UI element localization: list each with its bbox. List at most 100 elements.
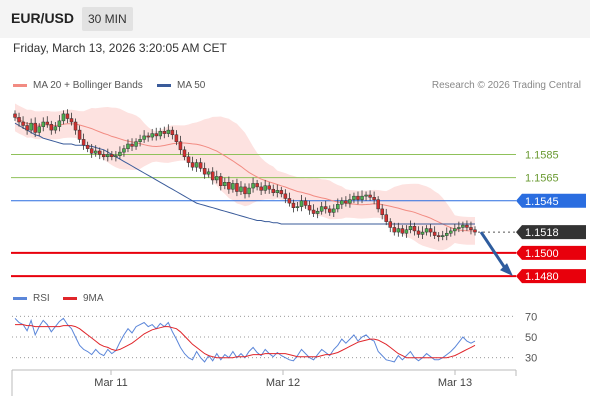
candle-body-59 [251,183,255,189]
candle-body-49 [210,171,215,181]
candle-body-75 [315,210,320,214]
candle-body-20 [93,150,98,154]
candle-body-40 [174,134,179,142]
legend-rsi: RSI [13,293,50,304]
candle-body-32 [142,135,146,140]
candle-body-60 [255,183,259,188]
candle-body-8 [45,121,50,125]
bollinger-band [15,103,475,251]
candle-body-98 [408,226,413,231]
candle-body-110 [457,227,461,229]
ma20-swatch [13,84,27,87]
candle-body-103 [428,228,433,233]
candle-body-51 [219,176,223,186]
x-tick-label-1: Mar 12 [266,377,300,389]
candle-body-19 [89,148,94,154]
candle-body-50 [215,176,219,181]
candle-body-43 [186,156,191,163]
candle-body-82 [344,200,348,204]
candle-body-114 [473,229,477,233]
candle-body-24 [110,154,114,158]
candle-body-105 [436,235,441,237]
datetime-label: Friday, March 13, 2026 3:20:05 AM CET [13,41,227,55]
candle-body-113 [469,227,473,231]
candle-body-71 [299,200,304,207]
candle-body-73 [307,205,312,211]
candle-body-44 [190,162,195,168]
candle-body-58 [247,187,251,195]
candle-body-17 [81,139,86,146]
candle-body-61 [259,186,263,191]
candle-body-102 [424,228,429,233]
header-bar: EUR/USD 30 MIN [0,0,590,38]
rsi-line [14,317,476,363]
candle-body-62 [263,185,267,191]
candle-body-96 [400,228,405,234]
level-tag-1.1500 [516,245,586,260]
candle-body-12 [61,113,66,122]
rsi-ma9-line [15,324,476,359]
candle-body-63 [267,185,271,190]
candle-body-35 [154,133,158,137]
level-label-1.1518: 1.1518 [525,227,559,239]
candle-body-36 [158,131,163,137]
ma50-swatch [157,84,171,87]
candle-body-26 [118,151,122,156]
ma9-swatch [63,297,77,300]
legend-ma50-label: MA 50 [177,80,206,91]
candle-body-14 [69,118,74,123]
x-tick-label-0: Mar 11 [94,377,127,389]
rsi-tick-30: 30 [525,353,537,365]
candle-body-78 [327,208,332,213]
candle-body-11 [57,120,62,127]
level-label-1.1480: 1.1480 [525,271,559,283]
symbol-title: EUR/USD [11,10,75,26]
candle-body-65 [275,190,280,193]
legend-ma20: MA 20 + Bollinger Bands [13,80,143,91]
candle-body-0 [13,113,17,118]
candle-body-84 [352,195,356,200]
candle-body-41 [178,141,183,151]
candle-body-1 [17,117,21,123]
candle-body-97 [404,229,409,234]
candle-body-76 [319,206,324,212]
forecast-arrow-head [500,263,513,277]
candle-body-92 [384,214,388,222]
candle-body-56 [239,186,243,192]
level-label-1.1500: 1.1500 [525,248,559,260]
level-tag-1.1480 [516,269,586,284]
candle-body-7 [41,121,45,127]
candle-body-10 [53,126,58,131]
candle-body-89 [372,197,376,200]
x-tick-label-2: Mar 13 [438,377,472,389]
candle-body-68 [287,198,292,204]
candle-body-28 [126,143,130,149]
candle-body-72 [303,200,308,206]
candle-body-95 [396,228,401,233]
candle-body-108 [449,230,453,234]
legend-ma50: MA 50 [157,80,205,91]
candle-body-94 [392,227,397,233]
candle-body-5 [33,122,37,133]
candle-body-66 [279,190,284,195]
candle-body-93 [388,221,393,228]
candle-body-23 [106,154,110,158]
candle-body-111 [461,224,465,228]
candle-body-90 [376,199,380,210]
candle-body-15 [73,121,78,131]
candle-body-104 [432,231,437,236]
candle-body-107 [445,232,449,236]
legend-ma20-label: MA 20 + Bollinger Bands [33,80,143,91]
candle-body-13 [65,113,70,119]
candle-body-39 [170,129,175,136]
legend-9ma: 9MA [63,293,104,304]
candle-body-86 [360,195,364,200]
forecast-arrow-shaft [479,231,507,269]
candle-body-54 [231,183,235,190]
candle-body-79 [332,208,336,213]
timeframe-button[interactable]: 30 MIN [82,7,133,31]
candle-body-57 [243,186,247,195]
level-tag-1.1518 [516,225,586,240]
candle-body-34 [150,133,154,138]
candle-body-64 [271,188,275,193]
